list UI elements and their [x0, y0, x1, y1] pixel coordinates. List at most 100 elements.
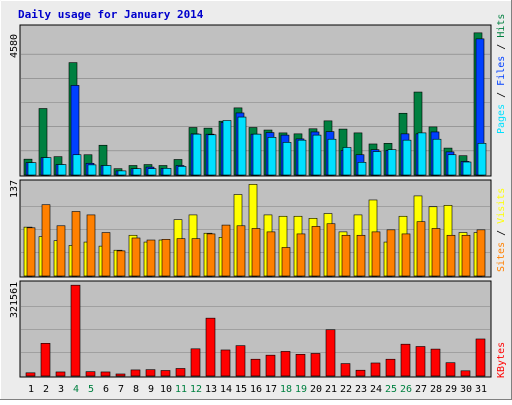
day-tick-label-20: 20 [310, 384, 322, 395]
day-tick-label-30: 30 [460, 384, 472, 395]
sites-bar-day-11 [176, 238, 186, 277]
pages-bar-day-28 [432, 138, 442, 176]
day-tick-label-2: 2 [43, 384, 49, 395]
kbytes-bar-day-8 [130, 369, 141, 377]
kbytes-bar-day-21 [325, 329, 336, 377]
day-tick-label-13: 13 [205, 384, 217, 395]
pages-bar-day-29 [447, 154, 457, 176]
day-tick-label-6: 6 [103, 384, 109, 395]
hits-panel-legend: Pages / Files / Hits [496, 14, 507, 134]
pages-bar-day-23 [357, 162, 367, 176]
kbytes-bar-day-12 [190, 348, 201, 377]
pages-bar-day-10 [162, 168, 172, 176]
sites-bar-day-5 [86, 214, 96, 277]
pages-bar-day-3 [57, 164, 67, 176]
kbytes-bar-day-15 [235, 345, 246, 377]
sites-bar-day-9 [146, 239, 156, 277]
pages-bar-day-5 [87, 164, 97, 176]
sites-bar-day-16 [251, 228, 261, 277]
sites-bar-day-10 [161, 239, 171, 277]
kbytes-bar-day-28 [430, 348, 441, 377]
kbytes-bar-day-2 [40, 343, 51, 377]
sites-bar-day-3 [56, 225, 66, 277]
sites-bar-day-23 [356, 234, 366, 277]
kbytes-bar-day-4 [70, 284, 81, 377]
sites-bar-day-18 [281, 247, 291, 277]
day-tick-label-3: 3 [58, 384, 64, 395]
pages-bar-day-20 [312, 134, 322, 176]
day-tick-label-24: 24 [370, 384, 382, 395]
sites-bar-day-29 [446, 234, 456, 277]
pages-bar-day-21 [327, 138, 337, 176]
legend-kbytes-label: KBytes [496, 342, 507, 378]
sites-bar-day-31 [476, 229, 486, 277]
legend-visits-label: Visits [496, 188, 507, 224]
day-tick-label-5: 5 [88, 384, 94, 395]
day-tick-label-14: 14 [220, 384, 232, 395]
sites-bar-day-15 [236, 225, 246, 277]
legend-hits-label: Hits [496, 14, 507, 38]
hits-axis-max-label: 4580 [9, 34, 20, 58]
kbytes-bar-day-30 [460, 370, 471, 377]
kbytes-bar-day-3 [55, 371, 66, 377]
sites-bar-day-7 [116, 250, 126, 277]
pages-bar-day-14 [222, 120, 232, 176]
day-tick-label-23: 23 [355, 384, 367, 395]
pages-bar-day-7 [117, 170, 127, 176]
day-tick-label-1: 1 [28, 384, 34, 395]
sites-bar-day-12 [191, 238, 201, 277]
pages-bar-day-15 [237, 116, 247, 176]
sites-bar-day-14 [221, 224, 231, 277]
day-tick-label-21: 21 [325, 384, 337, 395]
kbytes-bar-day-23 [355, 369, 366, 377]
day-tick-label-9: 9 [148, 384, 154, 395]
pages-bar-day-13 [207, 134, 217, 176]
pages-bar-day-26 [402, 139, 412, 176]
kbytes-bar-day-27 [415, 346, 426, 377]
sites-panel-legend: Sites / Visits [496, 188, 507, 272]
pages-bar-day-25 [387, 149, 397, 176]
pages-bar-day-17 [267, 137, 277, 176]
sites-bar-day-28 [431, 228, 441, 277]
day-tick-label-7: 7 [118, 384, 124, 395]
kbytes-axis-max-label: 321561 [9, 282, 20, 318]
pages-bar-day-4 [72, 154, 82, 176]
kbytes-bar-day-29 [445, 362, 456, 377]
legend-files-label: Files [496, 56, 507, 86]
day-tick-label-12: 12 [190, 384, 202, 395]
kbytes-bar-day-14 [220, 349, 231, 377]
day-tick-label-26: 26 [400, 384, 412, 395]
sites-bar-day-22 [341, 234, 351, 277]
kbytes-bar-day-6 [100, 371, 111, 377]
legend-separator: / [496, 224, 507, 242]
kbytes-bar-day-20 [310, 353, 321, 377]
pages-bar-day-8 [132, 168, 142, 176]
kbytes-bar-day-7 [115, 373, 126, 377]
sites-axis-max-label: 137 [9, 180, 20, 198]
day-tick-label-4: 4 [73, 384, 79, 395]
sites-bar-day-1 [26, 227, 36, 277]
pages-bar-day-1 [27, 162, 37, 176]
sites-bar-day-26 [401, 233, 411, 277]
sites-bar-day-6 [101, 232, 111, 277]
day-tick-label-31: 31 [475, 384, 487, 395]
pages-bar-day-18 [282, 142, 292, 176]
kbytes-bar-day-11 [175, 368, 186, 377]
legend-pages-label: Pages [496, 104, 507, 134]
kbytes-bar-day-18 [280, 351, 291, 377]
pages-bar-day-2 [42, 157, 52, 176]
kbytes-bar-day-26 [400, 343, 411, 377]
day-tick-label-28: 28 [430, 384, 442, 395]
pages-bar-day-12 [192, 133, 202, 176]
day-tick-label-22: 22 [340, 384, 352, 395]
sites-bar-day-8 [131, 237, 141, 277]
kbytes-bar-day-5 [85, 371, 96, 377]
legend-sites-label: Sites [496, 242, 507, 272]
kbytes-bar-day-31 [475, 338, 486, 377]
pages-bar-day-19 [297, 139, 307, 176]
day-tick-label-29: 29 [445, 384, 457, 395]
sites-bar-day-25 [386, 229, 396, 277]
